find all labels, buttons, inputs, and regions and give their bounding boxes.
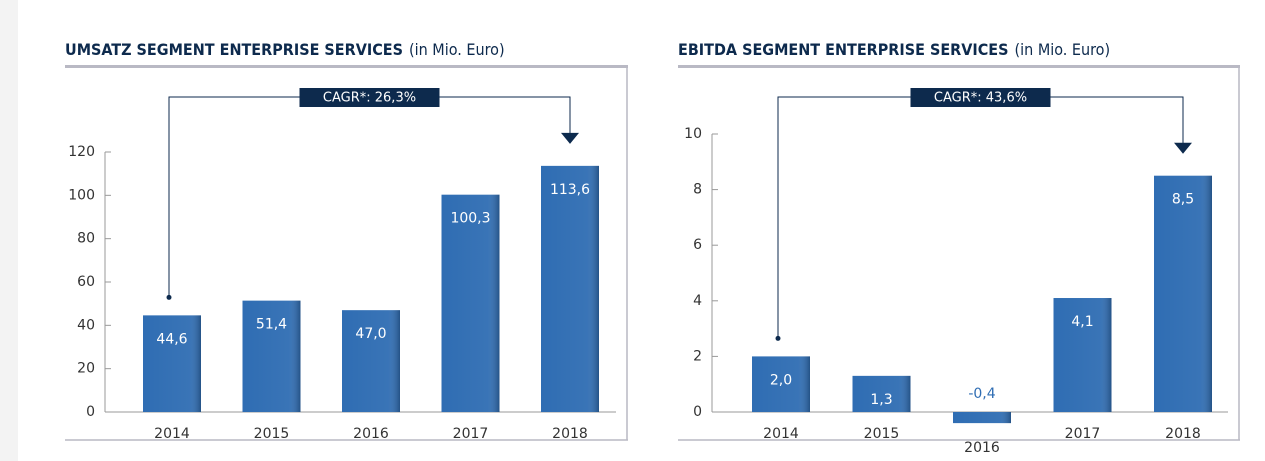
- annotation: CAGR*: 43,6%: [934, 91, 1027, 106]
- bar-shade: [852, 375, 911, 412]
- x-tick-label: 2018: [552, 426, 588, 442]
- bar-shade: [143, 315, 201, 412]
- bar-shade: [1154, 175, 1212, 412]
- edge: [0, 0, 18, 461]
- bar-shade: [541, 165, 599, 412]
- y-tick-label: 10: [684, 126, 702, 142]
- y-tick-label: 0: [86, 404, 95, 420]
- title-rule: [65, 65, 628, 68]
- x-tick-label: 2016: [964, 440, 1000, 456]
- y-tick-label: 120: [68, 144, 95, 160]
- y-tick-label: 60: [77, 274, 95, 290]
- y-tick-label: 80: [77, 231, 95, 247]
- y-tick-label: 0: [693, 404, 702, 420]
- value-label: 1,3: [870, 392, 892, 408]
- chart-title: EBITDA SEGMENT ENTERPRISE SERVICES (in Mi…: [678, 40, 1110, 59]
- y-tick-label: 6: [693, 237, 702, 253]
- title-main: UMSATZ SEGMENT ENTERPRISE SERVICES: [65, 40, 403, 59]
- value-label: 4,1: [1071, 314, 1093, 330]
- y-tick-label: 4: [693, 293, 702, 309]
- x-tick-label: 2015: [254, 426, 290, 442]
- x-tick-label: 2015: [864, 426, 900, 442]
- title-rule: [678, 65, 1240, 68]
- y-tick-label: 40: [77, 317, 95, 333]
- annotation: CAGR*: 26,3%: [323, 91, 416, 106]
- bracket-arrow: [1174, 142, 1192, 154]
- value-label: 44,6: [156, 331, 187, 347]
- value-label: 51,4: [256, 317, 287, 333]
- x-tick-label: 2018: [1165, 426, 1201, 442]
- chart-title: UMSATZ SEGMENT ENTERPRISE SERVICES (in Mi…: [65, 40, 505, 59]
- bar-shade: [342, 310, 400, 412]
- title-main: EBITDA SEGMENT ENTERPRISE SERVICES: [678, 40, 1009, 59]
- value-label: 100,3: [450, 211, 490, 227]
- bar-shade: [242, 300, 301, 412]
- x-tick-label: 2017: [453, 426, 489, 442]
- value-label: 113,6: [550, 182, 590, 198]
- value-label: -0,4: [968, 386, 995, 402]
- annotation-box: [910, 88, 1051, 107]
- value-label: 2,0: [770, 372, 792, 388]
- y-tick-label: 8: [693, 182, 702, 198]
- value-label: 8,5: [1172, 192, 1194, 208]
- annotation-box: [299, 88, 440, 107]
- x-tick-label: 2016: [353, 426, 389, 442]
- y-tick-label: 20: [77, 361, 95, 377]
- bracket-arrow: [561, 132, 579, 144]
- x-tick-label: 2014: [763, 426, 799, 442]
- x-tick-label: 2017: [1065, 426, 1101, 442]
- x-tick-label: 2014: [154, 426, 190, 442]
- y-tick-label: 2: [693, 348, 702, 364]
- bar-shade: [953, 412, 1011, 424]
- y-tick-label: 100: [68, 187, 95, 203]
- bar-shade: [441, 194, 500, 412]
- bar-shade: [1053, 298, 1112, 412]
- value-label: 47,0: [355, 326, 386, 342]
- title-unit: (in Mio. Euro): [409, 40, 505, 59]
- bar-shade: [752, 356, 810, 412]
- title-unit: (in Mio. Euro): [1015, 40, 1111, 59]
